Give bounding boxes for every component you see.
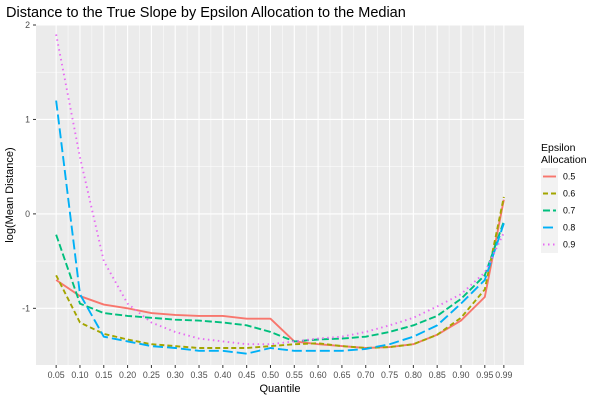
major-grid bbox=[36, 24, 524, 365]
x-tick-label: 0.95 bbox=[476, 370, 493, 380]
y-tick-label: -1 bbox=[22, 303, 30, 313]
x-axis: 0.05 0.10 0.15 0.20 0.25 0.30 0.35 0.40 0.45 0.50… bbox=[48, 365, 513, 380]
x-tick-label: 0.45 bbox=[238, 370, 255, 380]
legend-label: 0.5 bbox=[563, 172, 575, 182]
x-tick-label: 0.55 bbox=[286, 370, 303, 380]
series-line-0-9 bbox=[55, 34, 505, 346]
series-line-0-6 bbox=[55, 196, 505, 349]
y-tick-label: 2 bbox=[25, 20, 30, 30]
legend-title-line1: Epsilon bbox=[541, 142, 576, 154]
y-tick-label: 0 bbox=[25, 209, 30, 219]
chart-title: Distance to the True Slope by Epsilon Al… bbox=[6, 5, 406, 21]
y-axis: -1 0 1 2 bbox=[22, 20, 36, 313]
legend-key-background bbox=[541, 185, 558, 202]
y-axis-title: log(Mean Distance) bbox=[4, 147, 16, 242]
legend-label: 0.8 bbox=[563, 223, 575, 233]
legend-label: 0.7 bbox=[563, 206, 575, 216]
x-tick-label: 0.60 bbox=[310, 370, 327, 380]
x-tick-label: 0.80 bbox=[405, 370, 422, 380]
legend-title-line2: Allocation bbox=[541, 154, 587, 166]
x-tick-label: 0.85 bbox=[429, 370, 446, 380]
x-tick-label: 0.15 bbox=[95, 370, 112, 380]
legend: Epsilon Allocation 0.5 0.6 0.7 0.8 0.9 bbox=[541, 142, 587, 253]
x-tick-label: 0.20 bbox=[119, 370, 136, 380]
x-tick-label: 0.75 bbox=[381, 370, 398, 380]
x-axis-title: Quantile bbox=[260, 383, 301, 395]
x-tick-label: 0.35 bbox=[190, 370, 207, 380]
series-line-0-8 bbox=[55, 100, 505, 355]
series-line-0-7 bbox=[55, 221, 505, 343]
x-tick-label: 0.05 bbox=[48, 370, 65, 380]
x-tick-label: 0.40 bbox=[214, 370, 231, 380]
x-tick-label: 0.90 bbox=[452, 370, 469, 380]
x-tick-label: 0.30 bbox=[167, 370, 184, 380]
x-tick-label: 0.25 bbox=[143, 370, 160, 380]
y-tick-label: 1 bbox=[25, 114, 30, 124]
x-tick-label: 0.65 bbox=[333, 370, 350, 380]
x-tick-label: 0.70 bbox=[357, 370, 374, 380]
x-tick-label: 0.10 bbox=[71, 370, 88, 380]
series-layer bbox=[55, 34, 505, 355]
x-tick-label: 0.99 bbox=[495, 370, 512, 380]
legend-items: 0.5 0.6 0.7 0.8 0.9 bbox=[541, 168, 575, 253]
legend-label: 0.6 bbox=[563, 189, 575, 199]
x-tick-label: 0.50 bbox=[262, 370, 279, 380]
legend-label: 0.9 bbox=[563, 240, 575, 250]
